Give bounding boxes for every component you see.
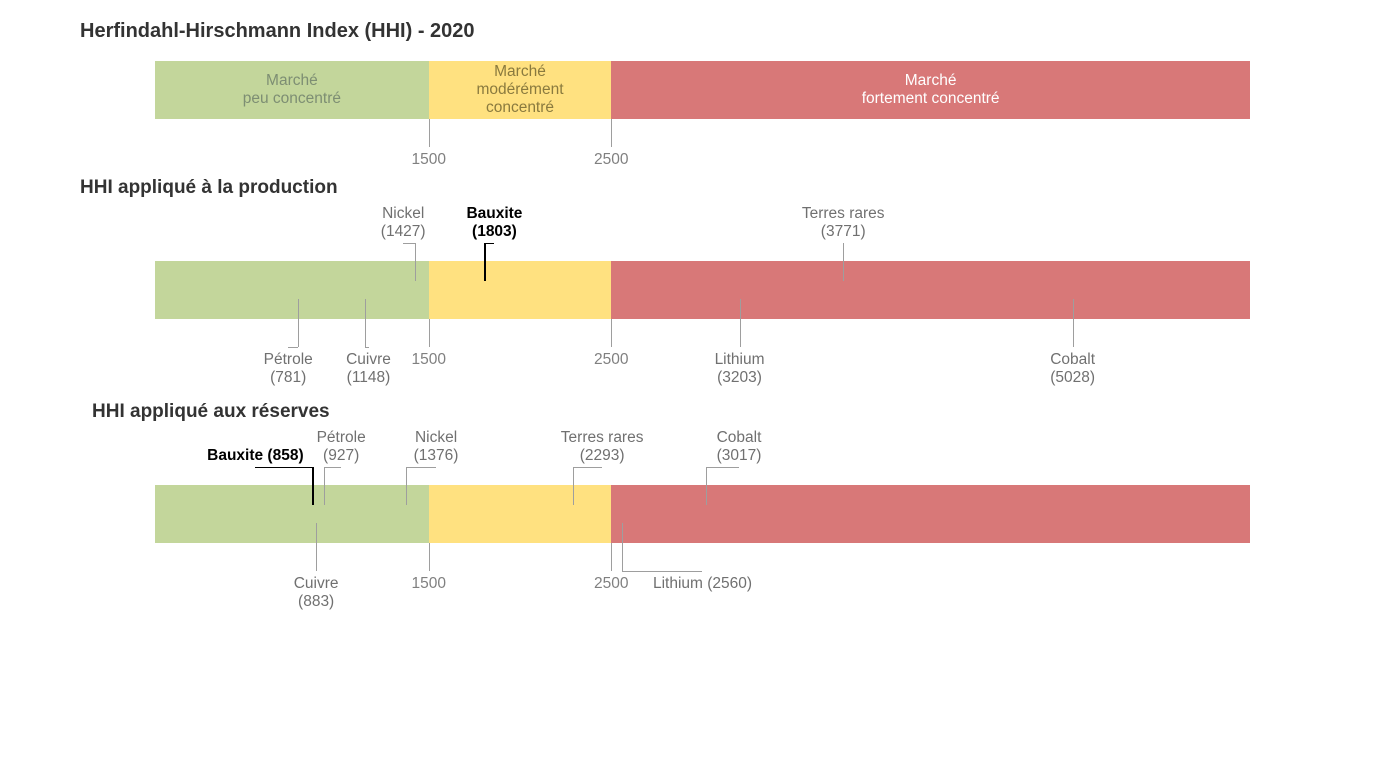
axis-tick bbox=[611, 543, 612, 571]
commodity-marker bbox=[484, 243, 486, 281]
zone-low-label-l2: peu concentré bbox=[243, 90, 341, 107]
commodity-label: Nickel(1376) bbox=[414, 429, 459, 465]
commodity-marker bbox=[740, 299, 741, 347]
commodity-marker bbox=[843, 243, 844, 281]
axis-tick bbox=[429, 543, 430, 571]
commodity-label: Pétrole(781) bbox=[264, 351, 313, 387]
axis-tick-label: 1500 bbox=[412, 351, 446, 369]
commodity-marker bbox=[415, 243, 416, 281]
commodity-label: Nickel(1427) bbox=[381, 205, 426, 241]
commodity-marker bbox=[706, 467, 707, 505]
commodity-label: Cuivre(1148) bbox=[346, 351, 391, 387]
zone-medium: Marché modérément concentré bbox=[429, 61, 612, 119]
commodity-connector bbox=[324, 467, 341, 468]
axis-tick bbox=[429, 119, 430, 147]
zone-high bbox=[611, 485, 1250, 543]
zone-medium bbox=[429, 485, 612, 543]
commodity-connector bbox=[484, 243, 494, 244]
axis-tick bbox=[611, 319, 612, 347]
main-title: Herfindahl-Hirschmann Index (HHI) - 2020 bbox=[80, 20, 1385, 43]
commodity-marker bbox=[573, 467, 574, 505]
axis-tick-label: 1500 bbox=[412, 575, 446, 593]
zone-high-label-l1: Marché bbox=[905, 72, 957, 89]
production-bar bbox=[155, 261, 1250, 319]
zone-high bbox=[611, 261, 1250, 319]
commodity-marker bbox=[298, 299, 299, 347]
axis-tick bbox=[611, 119, 612, 147]
commodity-label: Bauxite (858) bbox=[207, 447, 303, 465]
legend-bar-area: Marché peu concentré Marché modérément c… bbox=[155, 61, 1250, 167]
zone-high: Marché fortement concentré bbox=[611, 61, 1250, 119]
commodity-marker bbox=[312, 467, 314, 505]
axis-tick-label: 2500 bbox=[594, 151, 628, 169]
zone-medium-label-l1: Marché bbox=[494, 63, 546, 80]
commodity-connector bbox=[255, 467, 311, 468]
row2-title: HHI appliqué à la production bbox=[80, 177, 1385, 199]
commodity-label: Cobalt(5028) bbox=[1050, 351, 1095, 387]
axis-tick-label: 1500 bbox=[412, 151, 446, 169]
commodity-label: Bauxite(1803) bbox=[466, 205, 522, 241]
commodity-connector bbox=[403, 243, 415, 244]
commodity-label: Lithium (2560) bbox=[653, 575, 752, 593]
commodity-marker bbox=[316, 523, 317, 571]
commodity-label: Pétrole(927) bbox=[317, 429, 366, 465]
commodity-label: Terres rares(2293) bbox=[561, 429, 644, 465]
commodity-marker bbox=[1073, 299, 1074, 347]
legend-bar: Marché peu concentré Marché modérément c… bbox=[155, 61, 1250, 119]
commodity-connector bbox=[706, 467, 739, 468]
zone-low bbox=[155, 261, 429, 319]
production-bar-area: 1500 2500 Pétrole(781) Cuivre(1148) Nickel(1… bbox=[155, 199, 1250, 395]
commodity-marker bbox=[622, 523, 623, 571]
axis-tick-label: 2500 bbox=[594, 351, 628, 369]
commodity-connector bbox=[406, 467, 436, 468]
zone-medium-label-l2: modérément bbox=[476, 81, 563, 98]
axis-tick-label: 2500 bbox=[594, 575, 628, 593]
reserves-bar bbox=[155, 485, 1250, 543]
reserves-bar-area: 1500 2500 Bauxite (858) Cuivre(883) Pétrole(… bbox=[155, 423, 1250, 619]
commodity-marker bbox=[365, 299, 366, 347]
commodity-connector bbox=[288, 347, 297, 348]
commodity-label: Lithium(3203) bbox=[715, 351, 765, 387]
commodity-marker bbox=[406, 467, 407, 505]
zone-low: Marché peu concentré bbox=[155, 61, 429, 119]
zone-low-label-l1: Marché bbox=[266, 72, 318, 89]
commodity-connector bbox=[365, 347, 369, 348]
zone-low bbox=[155, 485, 429, 543]
commodity-label: Cobalt(3017) bbox=[717, 429, 762, 465]
commodity-connector bbox=[573, 467, 602, 468]
commodity-label: Terres rares(3771) bbox=[802, 205, 885, 241]
row3-title: HHI appliqué aux réserves bbox=[92, 401, 1385, 423]
commodity-connector bbox=[622, 571, 702, 572]
hhi-chart: Herfindahl-Hirschmann Index (HHI) - 2020… bbox=[0, 20, 1385, 619]
commodity-label: Cuivre(883) bbox=[294, 575, 339, 611]
commodity-marker bbox=[324, 467, 325, 505]
axis-tick bbox=[429, 319, 430, 347]
zone-medium-label-l3: concentré bbox=[486, 99, 554, 116]
zone-medium bbox=[429, 261, 612, 319]
zone-high-label-l2: fortement concentré bbox=[862, 90, 1000, 107]
